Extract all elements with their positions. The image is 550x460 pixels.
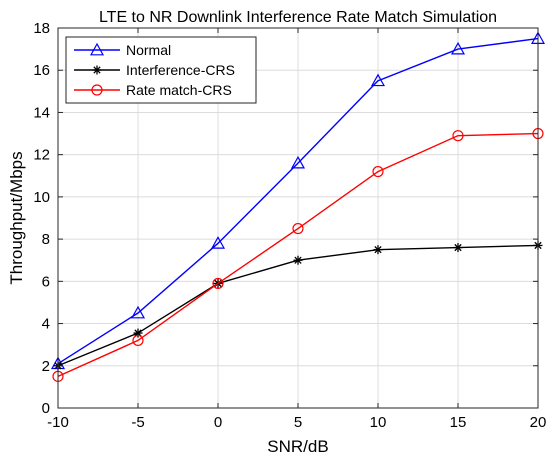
data-point-asterisk <box>133 328 143 338</box>
series-line <box>57 132 539 377</box>
y-tick-label: 18 <box>33 20 50 37</box>
legend: Normal Interference-CRS Rate match-CRS <box>65 36 257 104</box>
y-tick-label: 4 <box>42 316 50 333</box>
y-tick-label: 0 <box>42 400 50 417</box>
data-point-triangle <box>370 73 386 87</box>
y-tick-label: 12 <box>33 147 50 164</box>
data-point-asterisk <box>373 245 383 255</box>
x-tick-label: 15 <box>450 414 467 431</box>
x-tick-label: -10 <box>47 414 69 431</box>
data-point-circle <box>132 334 144 347</box>
legend-entry: Normal <box>74 42 171 58</box>
data-point-triangle <box>130 305 146 319</box>
data-point-circle <box>372 165 384 178</box>
x-tick-label: 10 <box>370 414 387 431</box>
x-tick-label: 5 <box>294 414 302 431</box>
legend-label: Normal <box>126 42 171 58</box>
y-tick-label: 16 <box>33 62 50 79</box>
ticks <box>57 27 539 409</box>
legend-entry: Interference-CRS <box>74 62 235 78</box>
legend-entry: Rate match-CRS <box>74 82 232 98</box>
legend-marker-asterisk <box>92 65 102 75</box>
series-line <box>57 37 539 365</box>
data-point-triangle <box>290 155 306 169</box>
data-point-triangle <box>210 236 226 249</box>
x-tick-label: 0 <box>214 414 222 431</box>
y-tick-label: 14 <box>33 104 50 121</box>
data-point-asterisk <box>293 255 303 265</box>
legend-marker-triangle <box>89 42 105 56</box>
data-point-circle <box>452 130 464 142</box>
y-axis-title: Throughput/Mbps <box>7 151 26 284</box>
data-point-circle <box>292 222 304 235</box>
legend-marker-circle <box>91 84 103 96</box>
legend-entries: Normal Interference-CRS Rate match-CRS <box>74 42 235 98</box>
data-point-asterisk <box>453 243 463 253</box>
legend-label: Rate match-CRS <box>126 82 232 98</box>
legend-label: Interference-CRS <box>126 62 235 78</box>
series-circle <box>52 127 544 382</box>
x-tick-label: -5 <box>131 414 144 431</box>
x-tick-label: 20 <box>530 414 547 431</box>
chart-title: LTE to NR Downlink Interference Rate Mat… <box>99 9 497 26</box>
series-layer <box>50 31 546 382</box>
data-point-triangle <box>450 41 466 55</box>
tick-labels: -10 -5 0 5 10 15 20 0 2 4 6 8 10 12 14 16 18 <box>33 20 546 431</box>
y-tick-label: 6 <box>42 273 50 290</box>
y-tick-label: 10 <box>33 189 50 206</box>
x-axis-title: SNR/dB <box>267 437 328 456</box>
y-tick-label: 2 <box>42 358 50 375</box>
y-tick-label: 8 <box>42 231 50 248</box>
data-point-circle <box>212 277 224 290</box>
